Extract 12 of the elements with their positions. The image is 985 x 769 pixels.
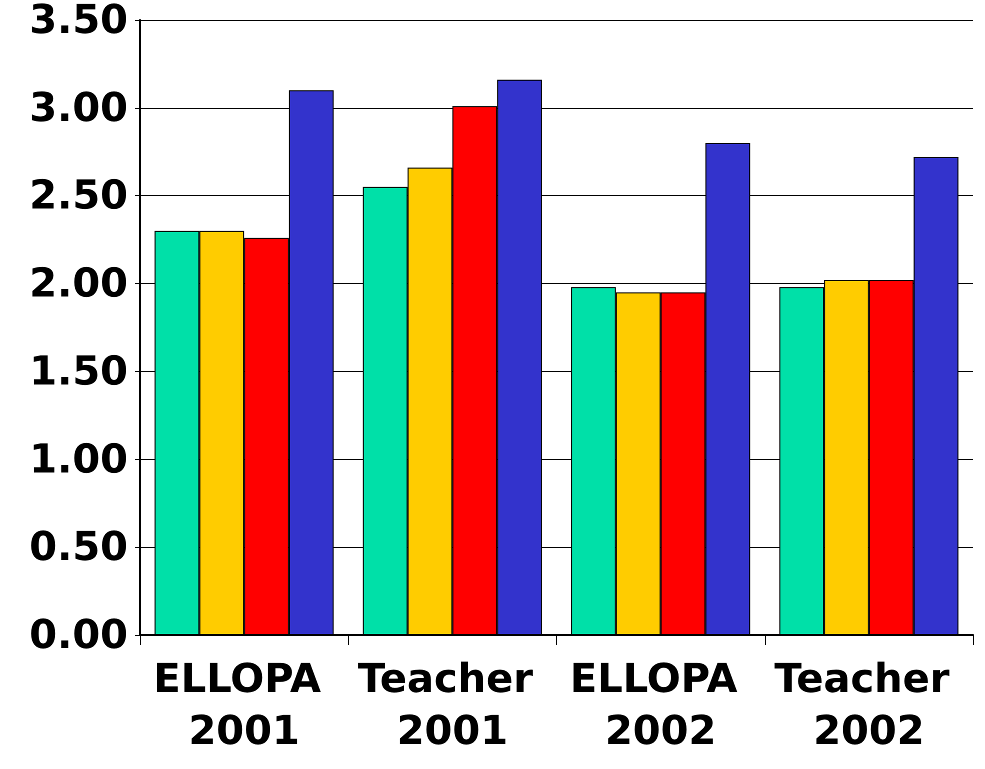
y-tick-label: 2.50 bbox=[29, 172, 128, 219]
x-tick-label: Teacher 2001 bbox=[358, 656, 547, 754]
y-tick-label: 1.00 bbox=[29, 436, 128, 482]
y-tick-label: 1.50 bbox=[29, 348, 128, 394]
y-tick-label: 3.00 bbox=[29, 84, 128, 131]
x-tick-label: ELLOPA 2001 bbox=[153, 656, 335, 754]
x-tick-label: Teacher 2002 bbox=[774, 656, 964, 754]
y-tick-label: 0.00 bbox=[29, 612, 128, 658]
x-tick-label: ELLOPA 2002 bbox=[570, 656, 752, 754]
y-tick-label: 0.50 bbox=[29, 524, 128, 570]
y-tick-label: 2.00 bbox=[29, 260, 128, 307]
y-tick-label: 3.50 bbox=[29, 0, 128, 43]
